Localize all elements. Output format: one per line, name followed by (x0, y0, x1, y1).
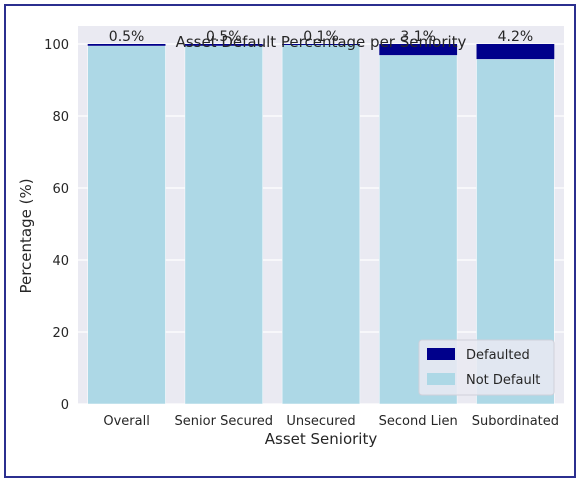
x-axis-label: Asset Seniority (265, 430, 378, 448)
bar-not-default (184, 45, 263, 405)
x-tick-label: Subordinated (472, 414, 559, 429)
legend: Defaulted Not Default (418, 339, 555, 396)
y-tick-label: 60 (52, 182, 69, 197)
bar-not-default (87, 45, 166, 405)
y-tick-label: 100 (44, 38, 69, 53)
x-axis-ticks: Overall Senior Secured Unsecured Second Lie… (103, 414, 559, 429)
data-label: 4.2% (498, 29, 534, 45)
legend-swatch-defaulted (427, 348, 455, 360)
bar-defaulted (87, 44, 166, 46)
bar-defaulted (476, 44, 555, 60)
y-axis-ticks: 0 20 40 60 80 100 (44, 38, 69, 413)
chart-title: Asset Default Percentage per Seniority (176, 33, 467, 51)
bar-defaulted (184, 44, 263, 46)
data-label: 0.1% (303, 29, 339, 45)
data-label: 3.1% (400, 29, 436, 45)
data-labels: 0.5% 0.5% 0.1% 3.1% 4.2% (109, 29, 533, 45)
y-axis-label: Percentage (%) (17, 178, 35, 293)
y-tick-label: 40 (52, 254, 69, 269)
bar-defaulted (379, 44, 458, 56)
legend-swatch-not-default (427, 373, 455, 385)
y-tick-label: 0 (61, 398, 69, 413)
x-tick-label: Senior Secured (175, 414, 273, 429)
x-tick-label: Unsecured (286, 414, 355, 429)
y-tick-label: 20 (52, 326, 69, 341)
legend-label-defaulted: Defaulted (466, 348, 530, 363)
bar-not-default (281, 44, 361, 405)
bar-defaulted (282, 44, 360, 45)
legend-label-not-default: Not Default (466, 373, 540, 388)
y-tick-label: 80 (52, 110, 69, 125)
data-label: 0.5% (206, 29, 242, 45)
data-label: 0.5% (109, 29, 145, 45)
x-tick-label: Overall (103, 414, 149, 429)
x-tick-label: Second Lien (379, 414, 458, 429)
